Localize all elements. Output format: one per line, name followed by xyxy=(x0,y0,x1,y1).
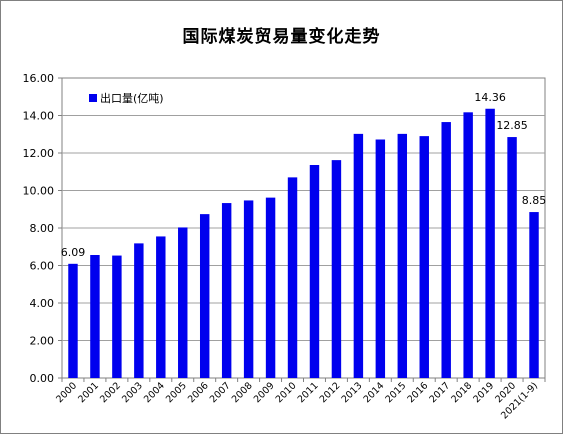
y-tick-label: 6.00 xyxy=(30,260,55,273)
x-tick-label: 2009 xyxy=(252,380,277,405)
bar-2008 xyxy=(243,200,254,378)
bar-2004 xyxy=(156,236,166,378)
y-tick-label: 10.00 xyxy=(23,185,55,198)
bar-2007 xyxy=(221,203,232,378)
bar-2021(1-9) xyxy=(529,212,539,378)
x-tick-label: 2003 xyxy=(120,380,145,405)
x-tick-label: 2001 xyxy=(76,380,101,405)
x-tick-label: 2016 xyxy=(405,380,430,405)
bar-2002 xyxy=(112,255,122,378)
x-tick-label: 2015 xyxy=(384,380,409,405)
x-tick-label: 2019 xyxy=(471,380,496,405)
x-tick-label: 2000 xyxy=(54,380,79,405)
x-tick-label: 2011 xyxy=(296,380,321,405)
bar-2001 xyxy=(90,255,100,378)
x-tick-label: 2013 xyxy=(340,380,365,405)
bar-2019 xyxy=(485,108,495,378)
bar-2013 xyxy=(353,133,364,378)
y-tick-label: 4.00 xyxy=(30,297,55,310)
x-tick-label: 2002 xyxy=(98,380,123,405)
y-tick-label: 12.00 xyxy=(23,147,55,160)
y-tick-label: 14.00 xyxy=(23,110,55,123)
bar-2010 xyxy=(287,177,298,378)
x-tick-label: 2010 xyxy=(274,380,299,405)
x-tick-label: 2014 xyxy=(362,380,387,405)
legend-label: 出口量(亿吨) xyxy=(100,91,164,105)
y-tick-label: 0.00 xyxy=(30,372,55,385)
bar-2017 xyxy=(441,122,451,378)
data-label: 6.09 xyxy=(61,246,86,259)
data-label: 14.36 xyxy=(474,91,506,104)
y-tick-label: 2.00 xyxy=(30,335,55,348)
bar-2003 xyxy=(134,243,144,378)
bar-2012 xyxy=(331,160,342,378)
y-tick-label: 16.00 xyxy=(23,72,55,85)
legend-swatch xyxy=(89,94,97,102)
bar-2015 xyxy=(397,133,408,378)
bar-2014 xyxy=(375,139,386,378)
bar-2011 xyxy=(309,165,320,378)
x-tick-label: 2007 xyxy=(208,380,233,405)
x-tick-label: 2008 xyxy=(230,380,255,405)
bar-2009 xyxy=(265,197,276,378)
x-tick-label: 2006 xyxy=(186,380,211,405)
x-tick-label: 2018 xyxy=(449,380,474,405)
x-tick-label: 2012 xyxy=(318,380,343,405)
bar-2020 xyxy=(507,137,517,378)
x-tick-label: 2017 xyxy=(427,380,452,405)
data-label: 8.85 xyxy=(522,194,547,207)
y-tick-label: 8.00 xyxy=(30,222,55,235)
bar-2018 xyxy=(463,112,473,378)
bar-2006 xyxy=(199,214,210,378)
x-tick-label: 2005 xyxy=(164,380,189,405)
bar-2000 xyxy=(68,263,78,378)
x-tick-label: 2004 xyxy=(142,380,167,405)
chart-title: 国际煤炭贸易量变化走势 xyxy=(182,27,381,47)
bar-2005 xyxy=(178,227,188,378)
bar-2016 xyxy=(419,136,429,378)
data-label: 12.85 xyxy=(496,119,528,132)
